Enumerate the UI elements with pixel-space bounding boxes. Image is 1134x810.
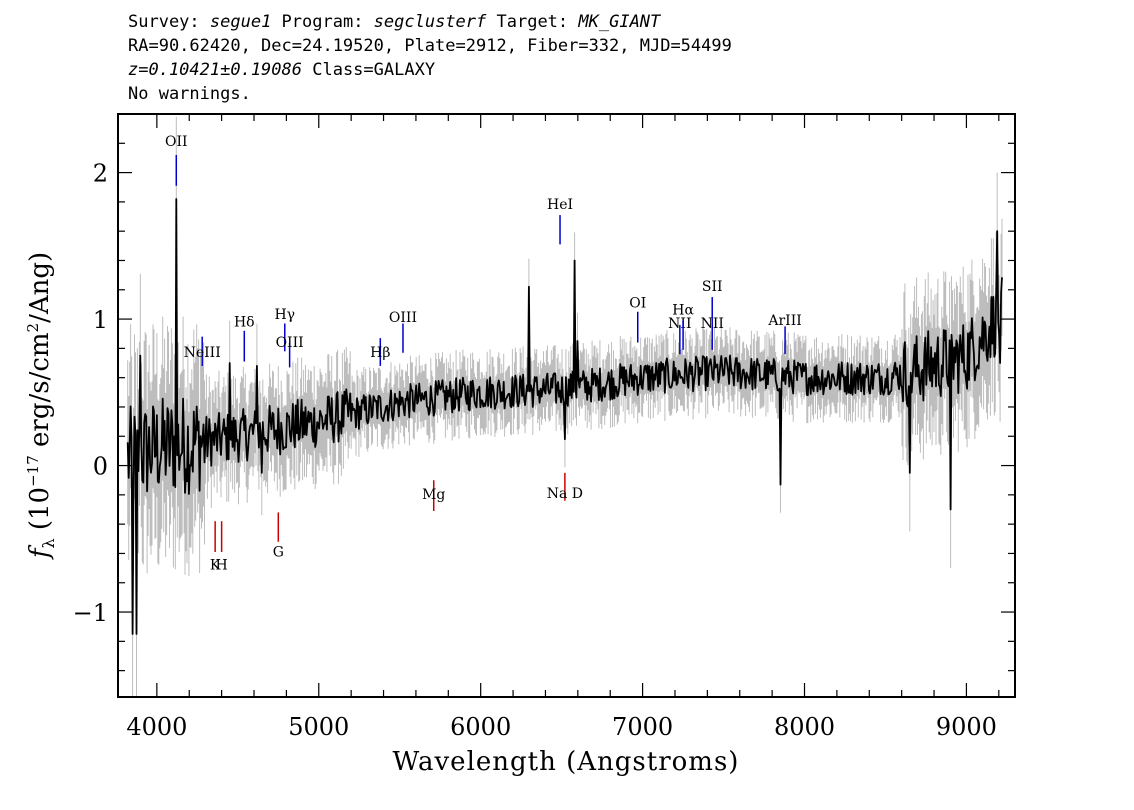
header-line-redshift: z=0.10421±0.19086 Class=GALAXY [128,58,732,82]
emission-line-label: Hα [672,303,694,319]
header-line-warnings: No warnings. [128,84,251,104]
emission-line-label: OIII [276,335,304,351]
emission-line-label: HeI [547,197,573,213]
program-label: Program: [271,12,374,32]
emission-line-label: OI [629,295,646,311]
absorption-line-label: Mg [422,487,445,503]
x-tick-label: 6000 [450,713,511,741]
target-label: Target: [486,12,579,32]
redshift-value: z=0.10421±0.19086 [128,60,302,80]
survey-label: Survey: [128,12,210,32]
emission-line-label: NeIII [184,345,221,361]
spectrum-header: Survey: segue1 Program: segclusterf Targ… [128,10,732,106]
absorption-line-label: Na D [547,486,583,502]
y-tick-label: 2 [93,160,108,188]
emission-line-label: Hδ [234,314,255,330]
x-tick-label: 7000 [612,713,673,741]
class-value: Class=GALAXY [302,60,436,80]
y-tick-label: 1 [93,306,108,334]
header-line-coordinates: RA=90.62420, Dec=24.19520, Plate=2912, F… [128,36,732,56]
axis-ticks [118,113,1015,697]
x-tick-label: 5000 [288,713,349,741]
absorption-line-label: K [210,558,221,574]
x-tick-label: 9000 [936,713,997,741]
survey-value: segue1 [209,12,272,32]
y-tick-labels: −1 0 1 2 [73,160,108,627]
data-layer [126,116,1003,696]
program-value: segclusterf [373,12,487,32]
emission-line-label: SII [702,279,723,295]
x-tick-label: 8000 [774,713,835,741]
y-tick-label: 0 [93,453,108,481]
absorption-line-label: H [216,558,228,574]
emission-line-label: Hβ [370,345,390,361]
x-axis-label: Wavelength (Angstroms) [393,747,740,777]
y-tick-label: −1 [73,599,108,627]
absorption-line-label: G [273,544,284,560]
emission-line-label: OII [165,134,188,150]
x-tick-label: 4000 [126,713,187,741]
header-line-survey: Survey: segue1 Program: segclusterf Targ… [128,10,732,34]
x-tick-labels: 4000 5000 6000 7000 8000 9000 [126,713,997,741]
emission-line-label: OIII [389,310,417,326]
emission-line-label: ArIII [767,313,801,329]
plot-frame [117,113,1016,698]
flux-line [126,198,1003,635]
emission-line-label: Hγ [274,307,295,323]
emission-line-label: NII [668,316,691,332]
target-value: MK_GIANT [578,12,661,32]
y-axis-label: fλ (10−17 erg/s/cm2/Ang) [24,252,58,560]
